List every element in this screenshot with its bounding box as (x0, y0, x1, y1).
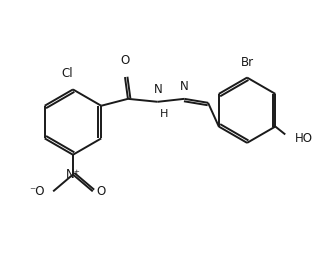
Text: N⁺: N⁺ (66, 168, 80, 181)
Text: N: N (180, 80, 189, 93)
Text: HO: HO (295, 132, 313, 145)
Text: N: N (154, 83, 163, 96)
Text: Br: Br (241, 56, 254, 69)
Text: O: O (97, 185, 106, 198)
Text: Cl: Cl (61, 67, 73, 80)
Text: O: O (120, 54, 130, 67)
Text: H: H (160, 109, 169, 119)
Text: ⁻O: ⁻O (29, 185, 44, 198)
